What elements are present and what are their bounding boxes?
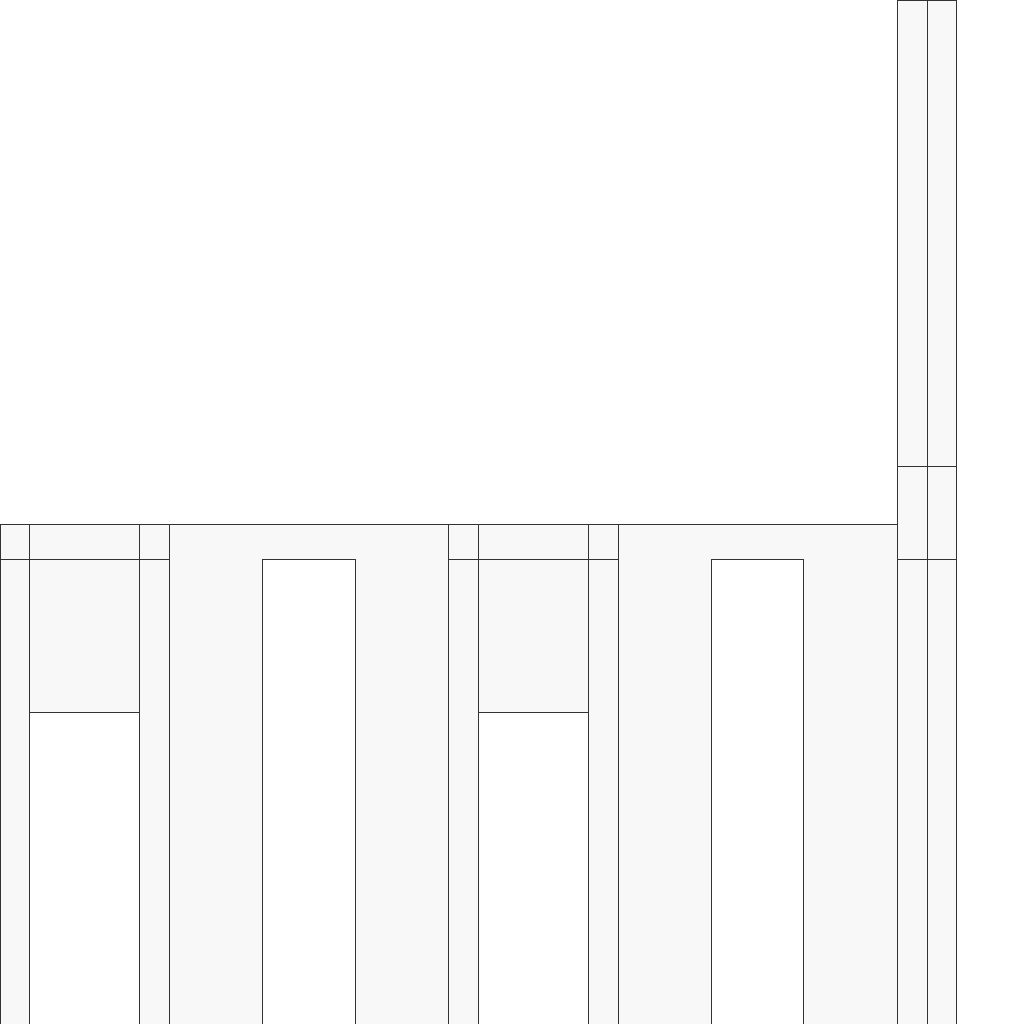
module-1	[0, 524, 449, 1024]
tall-strip	[897, 0, 957, 1024]
module-1-lower-cell	[29, 712, 140, 1024]
tall-strip-column-left	[897, 0, 928, 1024]
module-2-slot	[711, 559, 804, 1024]
tall-strip-column-right	[927, 0, 957, 1024]
module-2-lower-cell	[478, 712, 589, 1024]
module-2	[448, 524, 898, 1024]
module-1-slot	[262, 559, 356, 1024]
